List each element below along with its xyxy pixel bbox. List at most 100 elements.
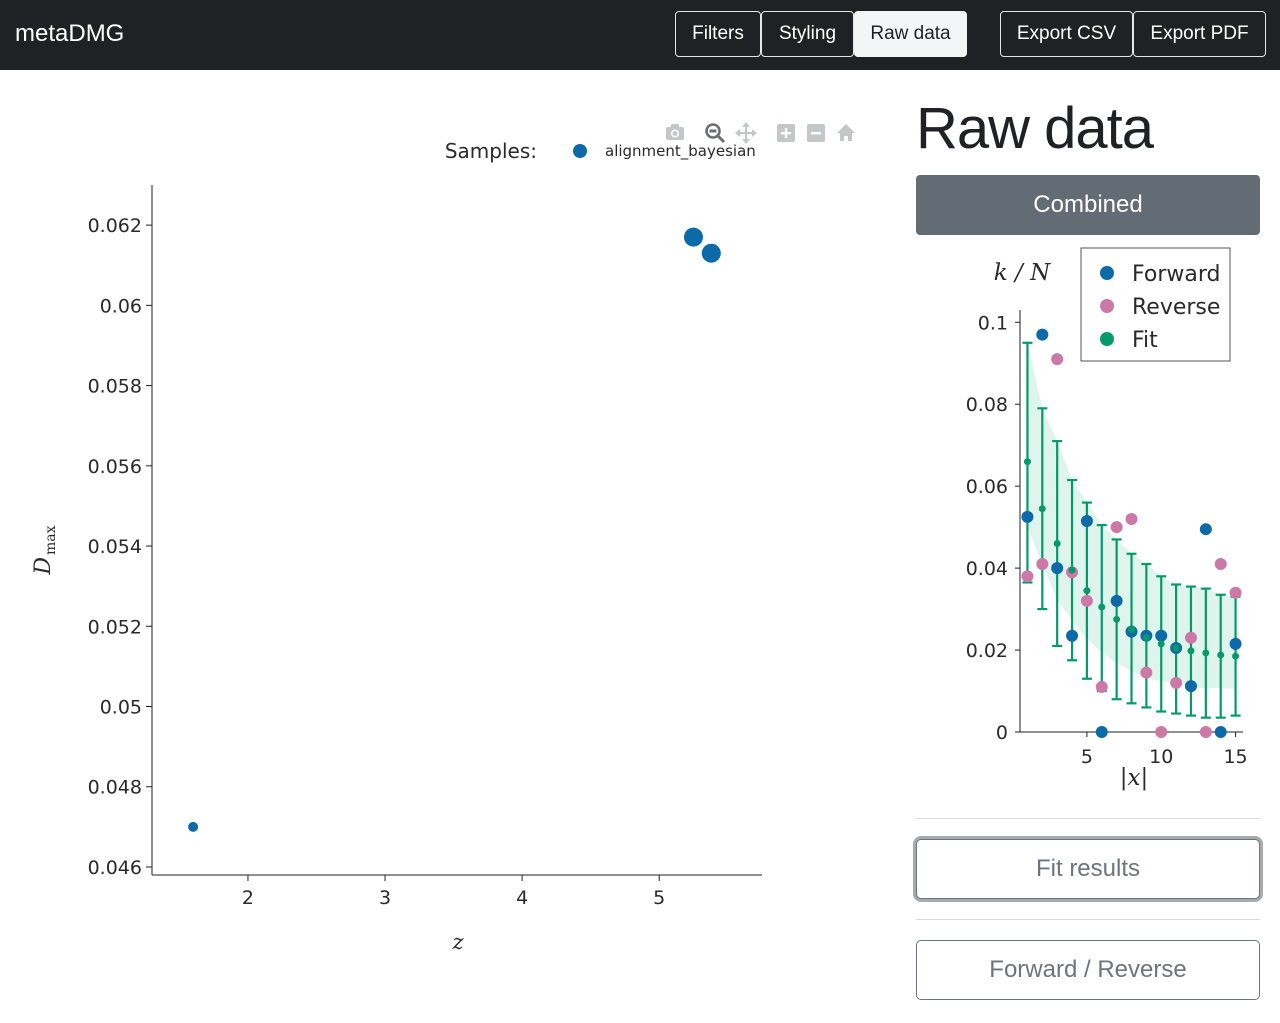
legend-label: Forward [1132, 262, 1220, 287]
fit-band [1027, 342, 1236, 689]
x-tick-label: 2 [242, 887, 254, 909]
y-tick-label: 0.06 [100, 295, 142, 317]
reverse-point [1155, 726, 1168, 738]
filters-button[interactable]: Filters [675, 11, 761, 57]
forward-point [1155, 629, 1168, 642]
y-axis-title-sub: max [43, 525, 59, 555]
divider [916, 818, 1260, 819]
fit-point [1113, 615, 1121, 623]
x-axis-title: |x| [1120, 765, 1148, 791]
reverse-point [1229, 586, 1242, 599]
forward-point [1110, 594, 1123, 607]
x-axis-title: z [451, 930, 464, 954]
app-brand[interactable]: metaDMG [15, 20, 125, 47]
y-tick-label: 0.052 [88, 616, 142, 638]
x-tick-label: 15 [1223, 746, 1247, 768]
top-navbar: metaDMG Filters Styling Raw data Export … [0, 0, 1280, 70]
forward-reverse-button[interactable]: Forward / Reverse [916, 940, 1260, 1000]
reverse-point [1080, 594, 1093, 607]
fit-point [1187, 647, 1195, 655]
y-tick-label: 0.1 [978, 312, 1008, 334]
fit-point [1172, 644, 1180, 652]
reverse-point [1184, 631, 1197, 644]
fit-point [1068, 566, 1076, 574]
reverse-point [1125, 512, 1138, 525]
forward-point [1080, 515, 1093, 527]
x-tick-label: 5 [653, 887, 665, 909]
fit-point [1128, 626, 1135, 634]
x-tick-label: 10 [1149, 746, 1173, 768]
reverse-point [1214, 558, 1227, 571]
fit-chart: 0 0.02 0.04 0.06 0.08 0.1 5 10 15 k / N |x| Forward… [966, 247, 1248, 791]
y-tick-label: 0.04 [966, 558, 1008, 580]
reverse-point [1021, 570, 1034, 583]
y-tick-label: 0.062 [88, 215, 142, 237]
camera-icon[interactable] [665, 123, 685, 141]
forward-point [1184, 680, 1197, 693]
x-tick-label: 4 [516, 887, 528, 909]
forward-point [1036, 328, 1049, 341]
forward-point [1021, 510, 1034, 523]
legend-label: alignment_bayesian [605, 142, 756, 161]
legend-marker [1100, 332, 1114, 346]
export-csv-button[interactable]: Export CSV [1000, 11, 1133, 57]
forward-point [1229, 637, 1242, 650]
zoom-out-icon[interactable] [806, 123, 826, 143]
legend-marker [1100, 299, 1114, 313]
fit-point [1202, 649, 1210, 657]
reverse-point [1199, 726, 1212, 738]
fit-point [1098, 603, 1106, 611]
reverse-point [1095, 680, 1108, 693]
fit-point [1157, 640, 1165, 648]
legend-label: Reverse [1132, 295, 1220, 320]
x-tick-label: 5 [1081, 746, 1093, 768]
legend-marker [1100, 266, 1114, 280]
data-point [701, 243, 721, 263]
forward-point [1199, 523, 1212, 536]
raw-data-button[interactable]: Raw data [854, 11, 967, 57]
forward-point [1066, 629, 1079, 642]
export-pdf-button[interactable]: Export PDF [1133, 11, 1266, 57]
legend-title: Samples: [445, 139, 537, 163]
fit-results-button[interactable]: Fit results [916, 839, 1260, 899]
forward-point [1214, 726, 1227, 738]
y-tick-label: 0.058 [88, 376, 142, 398]
combined-button[interactable]: Combined [916, 175, 1260, 235]
main-scatter-chart[interactable]: Samples: alignment_bayesian 2 3 4 5 0.046 0.048… [0, 80, 880, 980]
y-axis-title: k / N [994, 260, 1051, 286]
y-tick-label: 0.08 [966, 394, 1008, 416]
fit-point [1038, 505, 1046, 513]
fit-point [1053, 540, 1061, 548]
y-tick-label: 0.054 [88, 536, 142, 558]
home-icon[interactable] [836, 123, 856, 143]
zoom-in-icon[interactable] [776, 123, 796, 143]
reverse-point [1051, 353, 1064, 366]
y-tick-label: 0 [996, 722, 1008, 744]
legend-marker [573, 144, 587, 158]
y-tick-label: 0.048 [88, 777, 142, 799]
y-tick-label: 0.05 [100, 697, 142, 719]
fit-point [1232, 652, 1240, 660]
styling-button[interactable]: Styling [761, 11, 854, 57]
pan-icon[interactable] [735, 122, 757, 144]
x-tick-label: 3 [379, 887, 391, 909]
y-axis-title-main: D [31, 557, 56, 576]
fit-point [1217, 651, 1225, 659]
y-tick-label: 0.046 [88, 857, 142, 879]
data-point [188, 821, 199, 832]
fit-point [1083, 587, 1091, 595]
chart-modebar [660, 120, 860, 146]
reverse-point [1036, 558, 1049, 571]
forward-point [1051, 562, 1064, 575]
fit-point [1023, 458, 1031, 466]
y-tick-label: 0.056 [88, 456, 142, 478]
y-tick-label: 0.06 [966, 476, 1008, 498]
sidebar-title: Raw data [916, 96, 1154, 161]
zoom-icon[interactable] [704, 122, 726, 144]
divider [916, 919, 1260, 920]
reverse-point [1110, 521, 1123, 534]
forward-point [1095, 726, 1108, 738]
data-point [683, 227, 703, 247]
y-tick-label: 0.02 [966, 640, 1008, 662]
